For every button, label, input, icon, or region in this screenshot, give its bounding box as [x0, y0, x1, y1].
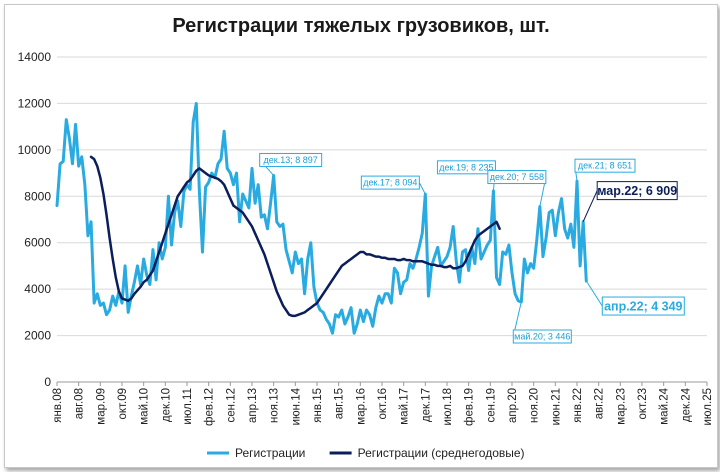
- annotation-box: [436, 160, 496, 175]
- annotation-box: [512, 329, 572, 344]
- x-tick-label: дек.24: [680, 387, 692, 422]
- legend-label: Регистрации (среднегодовые): [358, 446, 525, 460]
- y-axis: 0 2000 4000 6000 8000 10000 12000 14000: [18, 50, 52, 389]
- annotation-label: мар.22; 6 909: [597, 184, 677, 198]
- chart-title: Регистрации тяжелых грузовиков, шт.: [172, 15, 550, 37]
- annotation-box: [259, 152, 323, 167]
- x-tick-label: янв.15: [312, 388, 324, 423]
- y-tick-label: 8000: [24, 189, 51, 203]
- chart-frame: Регистрации тяжелых грузовиков, шт. 0 200…: [4, 4, 718, 468]
- annotation-label: апр.22; 4 349: [604, 300, 682, 314]
- annotation-box: [574, 158, 636, 173]
- x-tick-label: май.10: [139, 388, 151, 425]
- annotation-box: [601, 296, 685, 316]
- legend-label: Регистрации: [235, 446, 305, 460]
- series-line-annual-average: [89, 155, 501, 318]
- annotation-box: [596, 181, 678, 201]
- x-tick-label: янв.22: [572, 388, 584, 423]
- x-tick-label: сен.12: [225, 388, 237, 422]
- x-tick-label: фев.19: [464, 388, 476, 426]
- legend: Регистрации Регистрации (среднегодовые): [207, 446, 525, 460]
- annotation-connector: [585, 280, 603, 307]
- x-tick-label: июл.11: [182, 388, 194, 425]
- annotation-connector: [582, 190, 598, 222]
- y-tick-label: 14000: [18, 50, 52, 64]
- x-tick-label: июн.14: [290, 387, 302, 425]
- annotation-box: [360, 175, 420, 190]
- x-tick-label: мар.16: [355, 388, 367, 425]
- x-tick-label: сен.19: [485, 388, 497, 422]
- x-tick-label: ноя.13: [269, 388, 281, 423]
- x-tick-label: апр.20: [507, 388, 519, 423]
- gridlines: [57, 56, 707, 383]
- x-tick-label: авг.15: [334, 388, 346, 419]
- y-tick-label: 10000: [18, 143, 52, 157]
- x-axis: янв.08 авг.08 мар.09 окт.09 май.10 дек.10 июл.…: [52, 382, 714, 426]
- x-tick-label: авг.22: [594, 388, 606, 419]
- y-tick-label: 12000: [18, 96, 52, 110]
- y-tick-label: 2000: [24, 329, 51, 343]
- x-tick-label: июл.25: [702, 388, 714, 426]
- x-tick-label: дек.17: [420, 388, 432, 422]
- x-tick-label: мар.23: [615, 388, 627, 425]
- x-tick-label: дек.10: [160, 388, 172, 422]
- x-tick-label: май.17: [399, 388, 411, 425]
- annotation-label: дек.13; 8 897: [264, 155, 318, 165]
- series-lines: [55, 101, 588, 335]
- annotation-connector: [418, 182, 426, 195]
- annotation-label: дек.20; 7 558: [490, 172, 544, 182]
- x-tick-label: фев.12: [204, 388, 216, 426]
- y-tick-label: 4000: [24, 282, 51, 296]
- x-tick-label: окт.23: [637, 388, 649, 420]
- x-tick-label: окт.09: [117, 388, 129, 420]
- x-tick-label: янв.08: [52, 388, 64, 423]
- x-tick-label: май.24: [659, 387, 671, 424]
- annotation-label: дек.17; 8 094: [363, 178, 417, 188]
- annotation-label: дек.19; 8 235: [439, 162, 493, 172]
- series-line-registrations: [55, 101, 588, 335]
- x-tick-label: июн.21: [550, 388, 562, 425]
- x-tick-label: мар.09: [95, 388, 107, 425]
- annotation-label: дек.21; 8 651: [578, 161, 632, 171]
- annotation-box: [487, 170, 547, 185]
- y-tick-label: 6000: [24, 236, 51, 250]
- x-tick-label: авг.08: [74, 388, 86, 419]
- chart-svg: 0 2000 4000 6000 8000 10000 12000 14000 янв.08 а…: [18, 50, 714, 460]
- x-tick-label: ноя.20: [529, 388, 541, 423]
- annotation-label: май.20; 3 446: [514, 332, 570, 342]
- x-tick-label: окт.16: [377, 388, 389, 420]
- x-tick-label: июл.18: [442, 388, 454, 426]
- y-tick-label: 0: [44, 375, 51, 389]
- x-tick-label: апр.13: [247, 388, 259, 423]
